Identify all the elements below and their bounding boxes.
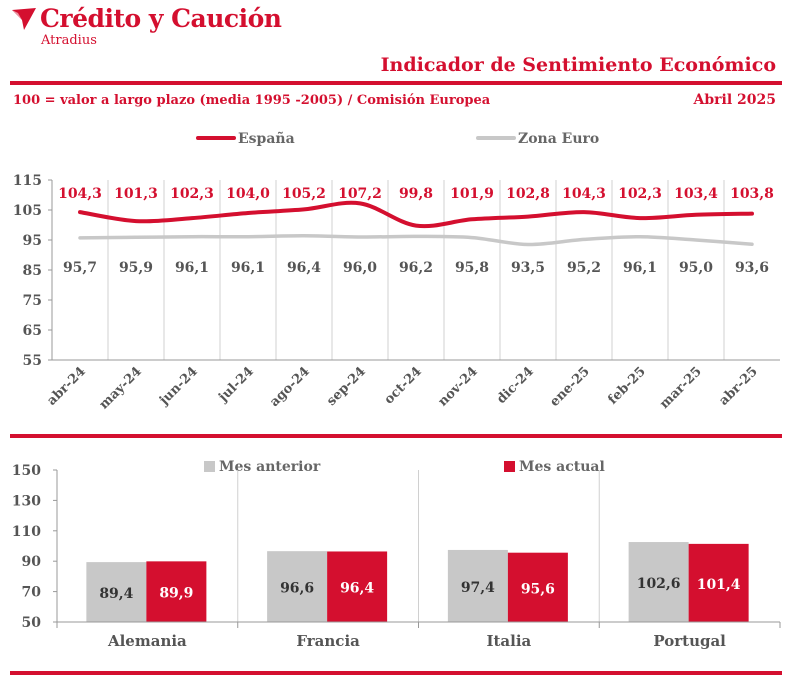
data-label-zona-euro: 93,5 <box>511 260 545 276</box>
data-label-espana: 102,8 <box>506 186 550 202</box>
data-label-zona-euro: 95,7 <box>63 260 97 276</box>
legend-label-espana: España <box>238 130 295 147</box>
data-label-zona-euro: 95,9 <box>119 260 153 276</box>
y-tick-label: 70 <box>22 585 42 601</box>
bar-mes-anterior <box>86 562 147 622</box>
x-tick-label: feb-25 <box>605 364 648 407</box>
legend-label-zona-euro: Zona Euro <box>518 131 599 147</box>
page-title: Indicador de Sentimiento Económico <box>380 54 776 76</box>
bar-mes-actual <box>327 551 388 622</box>
data-label-zona-euro: 96,4 <box>287 260 321 276</box>
data-label-zona-euro: 96,0 <box>343 260 377 276</box>
data-label-espana: 101,3 <box>114 186 158 202</box>
y-tick-label: 110 <box>12 524 41 540</box>
data-label-mes-actual: 89,9 <box>159 586 193 602</box>
data-label-espana: 102,3 <box>618 186 662 202</box>
x-tick-label: oct-24 <box>382 364 425 407</box>
y-tick-label: 55 <box>23 353 42 369</box>
x-category-label: Portugal <box>653 632 726 650</box>
brand-name: Crédito y Caución <box>40 4 282 33</box>
date-label: Abril 2025 <box>693 92 776 108</box>
x-tick-label: abr-25 <box>716 364 760 408</box>
y-tick-label: 95 <box>23 233 42 249</box>
data-label-espana: 103,8 <box>730 186 774 202</box>
x-tick-label: ago-24 <box>267 364 313 410</box>
data-label-espana: 104,0 <box>226 186 270 202</box>
x-category-label: Italia <box>486 632 531 650</box>
data-label-espana: 104,3 <box>562 186 606 202</box>
line-chart: España Zona Euro 55 65 75 85 95 105 115 abr-24 may… <box>13 130 780 412</box>
brand-subtitle: Atradius <box>41 33 97 48</box>
data-label-zona-euro: 96,1 <box>231 260 265 276</box>
data-label-espana: 104,3 <box>58 186 102 202</box>
data-label-zona-euro: 95,0 <box>679 260 713 276</box>
data-label-espana: 105,2 <box>282 186 326 202</box>
data-label-mes-anterior: 102,6 <box>637 576 681 592</box>
bar-chart: Mes anterior Mes actual 89,4 89,9 Alemania 96… <box>12 459 781 650</box>
x-tick-label: nov-24 <box>435 364 480 409</box>
data-label-zona-euro: 96,1 <box>623 260 657 276</box>
top-rule <box>10 81 782 85</box>
data-label-espana: 103,4 <box>674 186 718 202</box>
bar-mes-anterior <box>447 549 508 622</box>
y-tick-label: 130 <box>12 493 41 509</box>
data-label-mes-anterior: 89,4 <box>99 586 133 602</box>
data-label-espana: 102,3 <box>170 186 214 202</box>
x-tick-label: sep-24 <box>324 364 369 409</box>
x-category-label: Francia <box>296 632 360 650</box>
series-line-zona-euro <box>78 234 754 247</box>
y-tick-label: 115 <box>13 173 42 189</box>
data-label-mes-anterior: 96,6 <box>280 581 314 597</box>
bar-mes-anterior <box>628 542 689 622</box>
x-tick-label: mar-25 <box>657 364 705 412</box>
y-tick-label: 90 <box>22 554 42 570</box>
data-label-mes-actual: 101,4 <box>697 577 741 593</box>
data-label-zona-euro: 95,2 <box>567 260 601 276</box>
data-label-zona-euro: 95,8 <box>455 260 489 276</box>
data-label-espana: 101,9 <box>450 186 494 202</box>
y-tick-label: 75 <box>23 293 42 309</box>
y-tick-label: 85 <box>23 263 42 279</box>
y-tick-label: 105 <box>13 203 42 219</box>
bar-mes-actual <box>688 543 749 622</box>
data-label-zona-euro: 93,6 <box>735 260 769 276</box>
x-tick-label: may-24 <box>97 364 145 412</box>
y-tick-label: 150 <box>12 463 41 479</box>
bar-mes-anterior <box>267 551 328 622</box>
data-label-mes-actual: 96,4 <box>340 581 374 597</box>
data-label-espana: 107,2 <box>338 186 382 202</box>
data-label-mes-actual: 95,6 <box>521 581 555 597</box>
x-tick-label: jul-24 <box>215 364 256 405</box>
x-tick-label: abr-24 <box>44 364 88 408</box>
airplane-icon <box>12 8 36 30</box>
y-tick-label: 50 <box>22 615 42 631</box>
legend-swatch-mes-anterior <box>204 461 215 472</box>
legend-swatch-mes-actual <box>504 461 515 472</box>
data-label-espana: 99,8 <box>399 186 433 202</box>
bar-mes-actual <box>146 561 207 622</box>
legend-label-mes-anterior: Mes anterior <box>219 459 321 475</box>
x-category-label: Alemania <box>107 632 187 650</box>
middle-rule <box>10 434 782 438</box>
x-tick-label: jun-24 <box>156 364 201 409</box>
data-label-mes-anterior: 97,4 <box>461 580 495 596</box>
data-label-zona-euro: 96,2 <box>399 260 433 276</box>
legend-label-mes-actual: Mes actual <box>519 459 605 475</box>
x-tick-label: ene-25 <box>547 364 593 410</box>
data-label-zona-euro: 96,1 <box>175 260 209 276</box>
y-tick-label: 65 <box>23 323 42 339</box>
series-line-espana <box>78 200 754 229</box>
x-tick-label: dic-24 <box>494 364 537 407</box>
bottom-rule <box>10 671 782 675</box>
chart-subtitle: 100 = valor a largo plazo (media 1995 -2… <box>13 93 491 108</box>
bar-mes-actual <box>507 552 568 622</box>
